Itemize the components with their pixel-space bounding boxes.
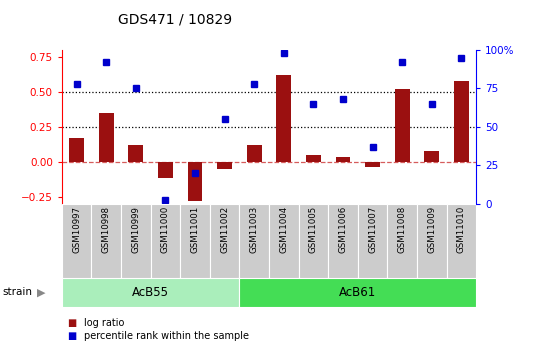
Text: GSM11007: GSM11007 xyxy=(368,206,377,253)
Text: GSM11005: GSM11005 xyxy=(309,206,318,253)
Text: GSM11003: GSM11003 xyxy=(250,206,259,253)
Text: GDS471 / 10829: GDS471 / 10829 xyxy=(118,12,232,26)
Text: percentile rank within the sample: percentile rank within the sample xyxy=(84,332,250,341)
Text: AcB55: AcB55 xyxy=(132,286,169,299)
Bar xyxy=(188,162,202,201)
Text: ■: ■ xyxy=(67,318,76,327)
Bar xyxy=(62,204,91,278)
Text: GSM11002: GSM11002 xyxy=(220,206,229,253)
Text: ■: ■ xyxy=(67,332,76,341)
Bar xyxy=(99,113,114,162)
Bar xyxy=(151,204,180,278)
Bar xyxy=(387,204,417,278)
Text: GSM10998: GSM10998 xyxy=(102,206,111,253)
Text: GSM11001: GSM11001 xyxy=(190,206,200,253)
Text: GSM11006: GSM11006 xyxy=(338,206,348,253)
Bar xyxy=(424,150,439,162)
Bar xyxy=(158,162,173,178)
Bar xyxy=(129,145,143,162)
Bar xyxy=(395,89,409,162)
Bar xyxy=(277,75,291,162)
Bar xyxy=(269,204,299,278)
Bar xyxy=(299,204,328,278)
Text: GSM10999: GSM10999 xyxy=(131,206,140,253)
Text: strain: strain xyxy=(3,287,33,297)
Bar xyxy=(447,204,476,278)
Text: GSM11010: GSM11010 xyxy=(457,206,466,253)
Bar xyxy=(180,204,210,278)
Text: GSM11008: GSM11008 xyxy=(398,206,407,253)
Bar xyxy=(306,155,321,162)
Bar xyxy=(121,204,151,278)
Bar xyxy=(328,204,358,278)
Bar xyxy=(454,81,469,162)
Bar xyxy=(358,204,387,278)
Bar xyxy=(62,278,239,307)
Text: log ratio: log ratio xyxy=(84,318,125,327)
Bar xyxy=(365,162,380,167)
Bar xyxy=(210,204,239,278)
Text: GSM11000: GSM11000 xyxy=(161,206,170,253)
Bar xyxy=(247,145,261,162)
Text: GSM11009: GSM11009 xyxy=(427,206,436,253)
Bar xyxy=(417,204,447,278)
Bar xyxy=(69,138,84,162)
Bar xyxy=(217,162,232,169)
Bar xyxy=(239,278,476,307)
Bar xyxy=(239,204,269,278)
Text: GSM11004: GSM11004 xyxy=(279,206,288,253)
Bar xyxy=(336,157,350,162)
Bar xyxy=(91,204,121,278)
Text: GSM10997: GSM10997 xyxy=(72,206,81,253)
Text: ▶: ▶ xyxy=(37,287,45,297)
Text: AcB61: AcB61 xyxy=(339,286,377,299)
